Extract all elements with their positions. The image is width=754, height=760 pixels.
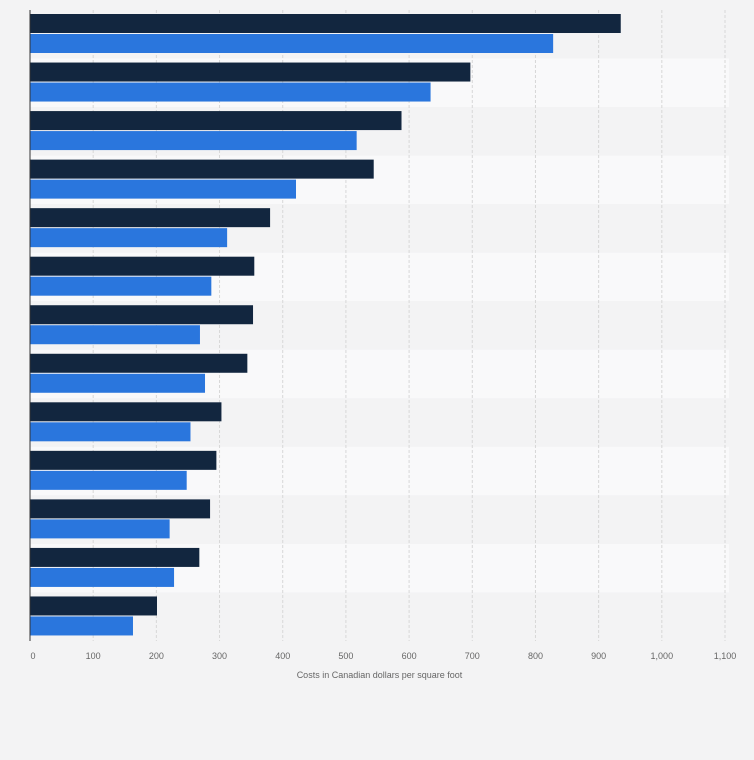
bar [30, 305, 254, 325]
bar [30, 499, 211, 519]
x-tick-label: 100 [86, 651, 101, 661]
bar [30, 353, 248, 373]
bar [30, 422, 191, 442]
x-tick-label: 0 [30, 651, 35, 661]
bar [30, 450, 217, 470]
x-tick-label: 700 [465, 651, 480, 661]
bar [30, 159, 374, 179]
bar [30, 208, 271, 228]
bar [30, 14, 621, 33]
x-tick-label: 1,100 [714, 651, 737, 661]
x-tick-label: 200 [149, 651, 164, 661]
x-tick-label: 400 [275, 651, 290, 661]
x-axis-title: Costs in Canadian dollars per square foo… [297, 670, 463, 680]
bar [30, 62, 471, 82]
x-tick-label: 600 [402, 651, 417, 661]
bar [30, 596, 157, 616]
x-tick-label: 300 [212, 651, 227, 661]
x-tick-label: 1,000 [651, 651, 674, 661]
x-tick-label: 900 [591, 651, 606, 661]
bar [30, 228, 228, 248]
bar [30, 34, 554, 53]
bar [30, 256, 255, 276]
bar [30, 547, 200, 567]
bar [30, 373, 206, 393]
bar [30, 111, 402, 131]
bar [30, 276, 212, 296]
bar [30, 616, 133, 636]
x-tick-label: 500 [338, 651, 353, 661]
bars [30, 14, 621, 636]
bar [30, 402, 222, 422]
x-tick-label: 800 [528, 651, 543, 661]
bar [30, 179, 296, 199]
bar [30, 470, 187, 490]
bar [30, 131, 357, 151]
bar [30, 567, 175, 587]
bar [30, 82, 431, 102]
bar [30, 325, 200, 345]
x-tick-labels: 0 100 200 300 400 500 600 700 800 900 1,000 1,100 [30, 651, 736, 661]
bar [30, 519, 170, 539]
